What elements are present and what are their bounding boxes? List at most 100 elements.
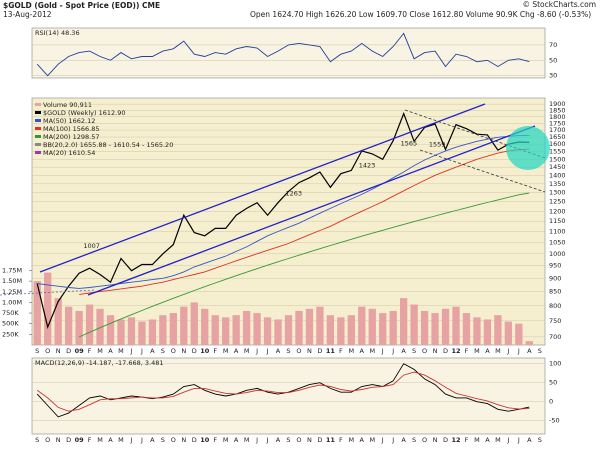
x-tick-label: J — [391, 347, 394, 355]
volume-bar — [253, 313, 261, 345]
down-channel — [419, 149, 546, 193]
volume-bar — [504, 321, 513, 345]
x-tick-label: S — [412, 436, 416, 444]
x-tick-label: F — [339, 436, 343, 444]
y-tick-label: 1750 — [549, 119, 566, 127]
volume-bar — [138, 321, 146, 345]
legend-label: $GOLD (Weekly) 1612.90 — [43, 109, 125, 117]
x-tick-label: J — [129, 436, 132, 444]
y-tick-label: 950 — [549, 262, 561, 270]
volume-bar — [148, 319, 157, 345]
chart-date: 13-Aug-2012 — [3, 10, 52, 19]
channel-line — [87, 125, 536, 296]
legend-swatch — [35, 135, 41, 138]
legend-swatch — [35, 127, 41, 130]
volume-bar — [525, 341, 533, 345]
legend-swatch — [35, 119, 41, 122]
x-tick-label: M — [223, 347, 229, 355]
panel-background — [31, 27, 546, 79]
x-tick-label: J — [381, 436, 384, 444]
x-tick-label: F — [465, 436, 469, 444]
x-tick-label: M — [495, 436, 501, 444]
volume-bar — [33, 281, 41, 345]
x-tick-label: N — [433, 436, 438, 444]
x-tick-label: S — [412, 347, 416, 355]
x-tick-label: A — [108, 436, 113, 444]
volume-bar — [211, 315, 219, 345]
x-tick-label: A — [485, 347, 490, 355]
trend-annotations — [0, 103, 550, 296]
x-tick-label: A — [234, 347, 239, 355]
x-tick-label: A — [150, 436, 155, 444]
x-tick-label: O — [422, 436, 427, 444]
volume-bar — [96, 308, 104, 345]
x-tick-label: J — [255, 347, 258, 355]
volume-bar — [274, 319, 282, 345]
volume-bar — [473, 317, 481, 345]
channel-line — [39, 103, 486, 273]
x-tick-label: M — [349, 436, 355, 444]
volume-bar — [441, 308, 450, 345]
x-tick-label: N — [181, 347, 186, 355]
y-tick-label: 1050 — [549, 238, 566, 246]
x-tick-label: 12 — [451, 347, 460, 355]
x-tick-label: J — [129, 347, 132, 355]
y-tick-label: 1800 — [549, 113, 566, 121]
x-tick-label: F — [465, 347, 469, 355]
x-tick-label: S — [35, 436, 39, 444]
x-tick-label: S — [161, 347, 165, 355]
volume-bar — [515, 323, 523, 345]
volume-bar — [64, 306, 73, 345]
x-tick-label: M — [369, 436, 375, 444]
y-tick-label: 70 — [549, 41, 557, 49]
x-tick-label: A — [360, 347, 365, 355]
volume-bar — [483, 319, 492, 345]
x-tick-label: M — [223, 436, 229, 444]
legend-label: MA(200) 1298.57 — [43, 133, 99, 141]
highlight-circle — [506, 126, 550, 170]
x-tick-label: 12 — [451, 436, 460, 444]
legend-label: BB(20,2.0) 1655.88 - 1610.54 - 1565.20 — [43, 141, 173, 149]
x-tick-label: D — [443, 347, 448, 355]
x-tick-label: 09 — [75, 436, 85, 444]
y2-tick-label: 250K — [2, 330, 19, 338]
x-tick-label: M — [474, 436, 480, 444]
volume-bar — [180, 306, 188, 345]
y-tick-label: 750 — [549, 317, 561, 325]
y2-tick-label: 500K — [2, 320, 19, 328]
x-tick-label: J — [266, 347, 269, 355]
x-tick-label: A — [108, 347, 113, 355]
price-annotation: 1423 — [359, 162, 376, 170]
x-tick-label: M — [97, 347, 103, 355]
x-tick-label: J — [391, 436, 394, 444]
volume-bar — [337, 317, 345, 345]
x-tick-label: 10 — [200, 436, 210, 444]
x-tick-label: 09 — [75, 347, 85, 355]
price-annotation: 1007 — [83, 242, 100, 250]
y-tick-label: 1400 — [549, 171, 566, 179]
x-tick-label: N — [56, 436, 61, 444]
legend-label: MA(100) 1566.85 — [43, 125, 99, 133]
x-tick-label: A — [527, 436, 532, 444]
y2-tick-label: 1.75M — [2, 266, 22, 274]
x-tick-label: N — [433, 347, 438, 355]
x-tick-label: D — [192, 347, 197, 355]
x-tick-label: J — [255, 436, 258, 444]
x-tick-label: 10 — [200, 347, 210, 355]
x-tick-label: O — [296, 436, 301, 444]
x-tick-label: A — [234, 436, 239, 444]
y-tick-label: 1000 — [549, 250, 566, 258]
y-tick-label: 1850 — [549, 106, 566, 114]
volume-bar — [242, 310, 251, 345]
x-tick-label: D — [317, 436, 322, 444]
y-tick-label: 30 — [549, 72, 557, 80]
price-annotation: 1565 — [401, 139, 418, 147]
x-tick-label: M — [97, 436, 103, 444]
x-tick-label: M — [474, 347, 480, 355]
series-line — [36, 111, 530, 330]
panel-background — [31, 357, 546, 435]
price-annotation: 1559 — [429, 140, 446, 148]
source: © StockCharts.com — [522, 0, 596, 9]
